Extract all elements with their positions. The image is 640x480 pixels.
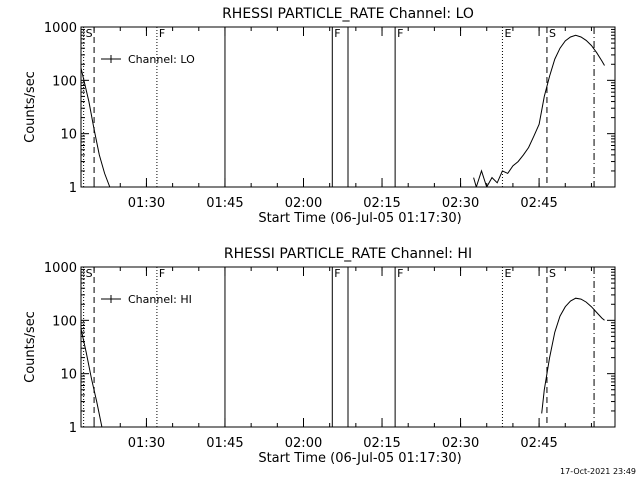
y-tick-label: 100 bbox=[52, 74, 77, 89]
event-marker-label: E bbox=[504, 27, 511, 40]
rate-series-line bbox=[473, 34, 605, 187]
y-tick-label: 1000 bbox=[44, 21, 77, 36]
y-axis-label: Counts/sec bbox=[23, 71, 38, 143]
x-axis-label: Start Time (06-Jul-05 01:17:30) bbox=[258, 451, 461, 466]
event-marker-label: S bbox=[86, 27, 93, 40]
x-tick-label: 01:45 bbox=[206, 436, 243, 451]
x-tick-label: 01:45 bbox=[206, 196, 243, 211]
legend-label: Channel: HI bbox=[128, 293, 192, 306]
event-marker-label: F bbox=[159, 267, 165, 280]
event-marker-label: E bbox=[504, 267, 511, 280]
x-tick-label: 02:15 bbox=[363, 196, 400, 211]
x-tick-label: 02:45 bbox=[520, 196, 557, 211]
y-axis-label: Counts/sec bbox=[23, 311, 38, 383]
x-axis-label: Start Time (06-Jul-05 01:17:30) bbox=[258, 211, 461, 226]
x-tick-label: 01:30 bbox=[128, 196, 165, 211]
y-tick-label: 10 bbox=[60, 128, 77, 143]
event-marker-label: F bbox=[334, 27, 340, 40]
event-marker-label: F bbox=[159, 27, 165, 40]
y-tick-label: 10 bbox=[60, 368, 77, 383]
footer-timestamp: 17-Oct-2021 23:49 bbox=[560, 467, 636, 476]
x-tick-label: 02:30 bbox=[442, 436, 479, 451]
x-tick-label: 02:45 bbox=[520, 436, 557, 451]
rate-series-line bbox=[81, 328, 103, 427]
lo-channel-panel: RHESSI PARTICLE_RATE Channel: LO 1 10 100 10… bbox=[23, 6, 616, 226]
y-tick-label: 1 bbox=[69, 421, 77, 436]
x-tick-label: 02:00 bbox=[285, 196, 322, 211]
y-tick-label: 1000 bbox=[44, 261, 77, 276]
rate-series-line bbox=[81, 67, 111, 187]
event-marker-label: F bbox=[334, 267, 340, 280]
y-tick-label: 1 bbox=[69, 181, 77, 196]
x-tick-label: 02:30 bbox=[442, 196, 479, 211]
rate-series-line bbox=[541, 297, 605, 414]
x-tick-label: 02:00 bbox=[285, 436, 322, 451]
x-tick-label: 01:30 bbox=[128, 436, 165, 451]
y-tick-label: 100 bbox=[52, 314, 77, 329]
event-marker-label: F bbox=[397, 27, 403, 40]
event-marker-label: S bbox=[549, 267, 556, 280]
legend-label: Channel: LO bbox=[128, 53, 195, 66]
event-marker-label: F bbox=[397, 267, 403, 280]
event-marker-label: S bbox=[86, 267, 93, 280]
hi-channel-panel: RHESSI PARTICLE_RATE Channel: HI 1 10 100 10… bbox=[23, 246, 616, 466]
event-marker-label: S bbox=[549, 27, 556, 40]
chart-title: RHESSI PARTICLE_RATE Channel: HI bbox=[224, 246, 472, 262]
chart-title: RHESSI PARTICLE_RATE Channel: LO bbox=[222, 6, 474, 22]
x-tick-label: 02:15 bbox=[363, 436, 400, 451]
